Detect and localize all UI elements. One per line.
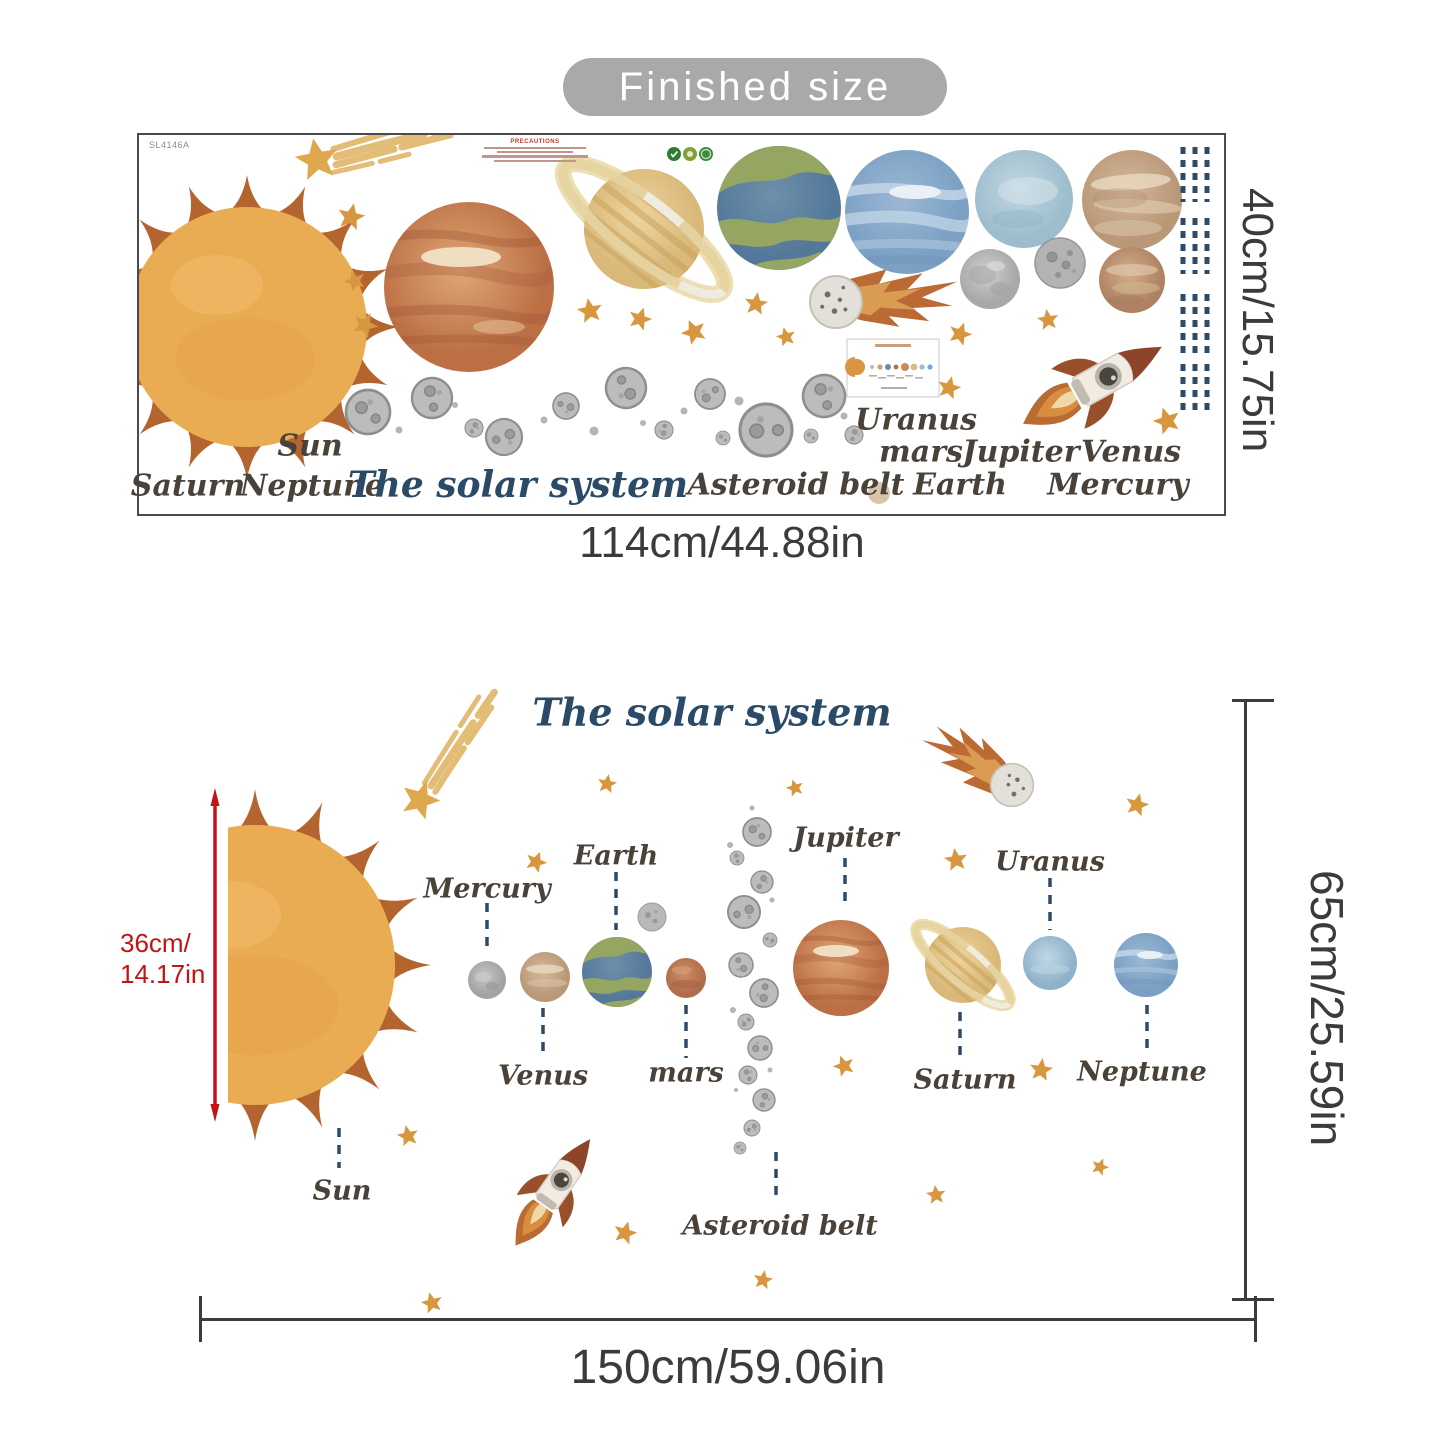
- scene-label-neptune: Neptune: [1077, 1056, 1207, 1088]
- sheet-label-jupiter: Jupiter: [962, 434, 1080, 470]
- wall-width-line: [200, 1318, 1256, 1321]
- planet-neptune-sticker: [845, 150, 969, 274]
- planet-mercury: [468, 961, 506, 999]
- sheet-height-dimension: 40cm/15.75in: [1233, 187, 1282, 453]
- finished-size-label: Finished size: [618, 64, 892, 109]
- cratered-moon-sticker: [1034, 237, 1086, 289]
- mini-diagram-card: [845, 338, 940, 398]
- precautions-text-line: [484, 147, 586, 150]
- planet-uranus-sticker: [975, 150, 1073, 248]
- sheet-label-uranus: Uranus: [855, 402, 977, 438]
- sun-height-line2: 14.17in: [120, 959, 206, 989]
- moon: [637, 902, 667, 932]
- sticker-sheet-panel: [137, 133, 1226, 516]
- planet-venus-sticker: [1082, 150, 1182, 250]
- sheet-label-mercury: Mercury: [1047, 467, 1189, 503]
- shooting-star-icon: [392, 684, 501, 826]
- rocket-icon: [1005, 315, 1180, 456]
- planet-saturn-sticker: [554, 155, 734, 303]
- sheet-title: The solar system: [347, 464, 689, 506]
- wall-scene-art: [210, 684, 1178, 1315]
- comet-icon: [807, 264, 961, 333]
- registration-dashes: [1180, 147, 1210, 415]
- comet-icon: [913, 710, 1044, 819]
- planet-venus: [520, 952, 570, 1002]
- small-moon-dot: [868, 482, 890, 504]
- scene-title: The solar system: [532, 689, 892, 735]
- sheet-label-saturn: Saturn: [130, 468, 246, 504]
- sheet-sku: SL4146A: [149, 140, 190, 150]
- sheet-label-earth: Earth: [913, 467, 1007, 503]
- sun-height-line1: 36cm/: [120, 928, 191, 958]
- precautions-block: PRECAUTIONS: [476, 139, 594, 164]
- sheet-label-mars: mars: [879, 434, 963, 470]
- shooting-star-icon: [292, 135, 477, 182]
- sun-illustration: [139, 175, 399, 479]
- sun-height-dimension: 36cm/ 14.17in: [120, 928, 205, 990]
- scene-label-mercury: Mercury: [423, 873, 551, 905]
- certification-badges: [667, 147, 713, 161]
- sheet-label-venus: Venus: [1080, 434, 1182, 470]
- label-leader-lines: [337, 858, 1149, 1200]
- sheet-label-neptune: Neptune: [239, 468, 385, 504]
- scene-label-uranus: Uranus: [995, 846, 1105, 878]
- planet-uranus: [1023, 936, 1077, 990]
- precautions-text-line: [493, 159, 577, 162]
- precautions-text-line: [481, 155, 589, 158]
- sun-height-arrow: [210, 788, 220, 1122]
- wall-width-left-tick: [199, 1296, 202, 1342]
- sheet-width-dimension: 114cm/44.88in: [579, 518, 865, 567]
- wall-height-top-tick: [1232, 699, 1274, 702]
- scene-label-mars: mars: [648, 1057, 724, 1089]
- rocket-icon: [491, 1122, 615, 1263]
- asteroid-belt-group: [721, 805, 784, 1155]
- scene-label-saturn: Saturn: [913, 1064, 1017, 1096]
- wall-width-dimension: 150cm/59.06in: [570, 1341, 886, 1394]
- precautions-text-line: [497, 151, 573, 154]
- sun-illustration: [228, 789, 431, 1141]
- scene-label-venus: Venus: [497, 1060, 589, 1092]
- scene-label-sun: Sun: [312, 1175, 372, 1207]
- asteroids-group: [344, 361, 867, 469]
- scene-label-asteroid-belt: Asteroid belt: [682, 1210, 878, 1242]
- wall-height-line: [1244, 700, 1247, 1300]
- planet-earth-sticker: [717, 146, 841, 270]
- scene-label-earth: Earth: [573, 840, 659, 872]
- sticker-sheet-art: [139, 135, 1210, 504]
- planet-earth: [582, 937, 652, 1007]
- planet-saturn: [910, 918, 1016, 1012]
- wall-height-dimension: 65cm/25.59in: [1301, 869, 1353, 1147]
- sheet-label-sun: Sun: [277, 428, 343, 464]
- scene-label-jupiter: Jupiter: [793, 822, 899, 854]
- planet-jupiter-sticker: [384, 202, 554, 372]
- planet-mercury-sticker: [1099, 247, 1165, 313]
- precautions-title: PRECAUTIONS: [510, 139, 560, 145]
- moon-sticker: [960, 249, 1020, 309]
- sheet-label-asteroid-belt: Asteroid belt: [687, 467, 905, 503]
- planet-mars: [666, 958, 706, 998]
- planet-neptune: [1114, 933, 1178, 997]
- finished-size-banner: Finished size: [563, 58, 947, 116]
- wall-height-bottom-tick: [1232, 1298, 1274, 1301]
- wall-width-right-tick: [1254, 1296, 1257, 1342]
- planet-jupiter: [793, 920, 889, 1016]
